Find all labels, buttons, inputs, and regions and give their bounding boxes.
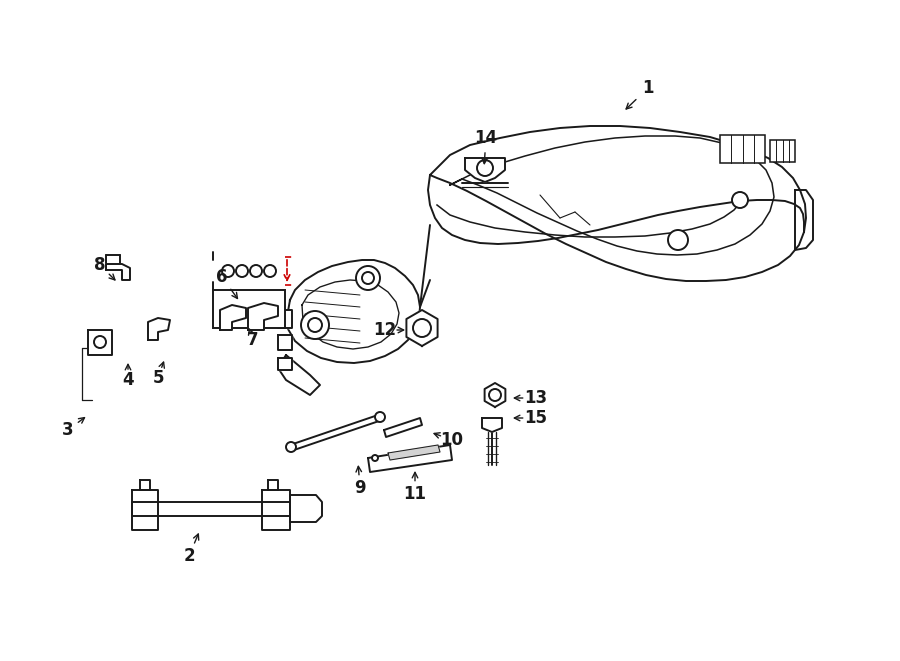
Text: 12: 12 [374, 321, 397, 339]
Text: 15: 15 [525, 409, 547, 427]
Polygon shape [430, 126, 806, 281]
Bar [720, 135, 765, 163]
Polygon shape [88, 330, 112, 355]
Polygon shape [290, 495, 322, 522]
Polygon shape [278, 358, 292, 370]
Polygon shape [290, 415, 382, 450]
Text: 4: 4 [122, 371, 134, 389]
Polygon shape [106, 264, 130, 280]
Text: 8: 8 [94, 256, 106, 274]
Text: 1: 1 [643, 79, 653, 97]
Circle shape [372, 455, 378, 461]
Text: 2: 2 [184, 547, 194, 565]
Circle shape [356, 266, 380, 290]
Circle shape [477, 160, 493, 176]
Circle shape [286, 442, 296, 452]
Polygon shape [220, 305, 246, 330]
Text: 6: 6 [216, 268, 228, 286]
Polygon shape [278, 335, 292, 350]
Text: 9: 9 [355, 479, 365, 497]
Polygon shape [484, 383, 506, 407]
Polygon shape [262, 490, 290, 530]
Polygon shape [368, 445, 452, 472]
Polygon shape [148, 318, 170, 340]
Text: 7: 7 [248, 331, 259, 349]
Polygon shape [132, 490, 158, 530]
Polygon shape [407, 310, 437, 346]
Polygon shape [248, 303, 278, 330]
Circle shape [732, 192, 748, 208]
Circle shape [301, 311, 329, 339]
Text: 11: 11 [403, 485, 427, 503]
Polygon shape [388, 445, 440, 460]
Polygon shape [278, 310, 292, 328]
Text: 13: 13 [525, 389, 547, 407]
Polygon shape [795, 190, 813, 250]
Text: 14: 14 [474, 129, 498, 147]
Polygon shape [278, 355, 320, 395]
Text: 3: 3 [62, 421, 74, 439]
Polygon shape [465, 158, 505, 182]
Text: 5: 5 [152, 369, 164, 387]
Bar [770, 140, 795, 162]
Polygon shape [140, 480, 150, 490]
Polygon shape [268, 480, 278, 490]
Bar [213, 290, 285, 328]
Polygon shape [482, 418, 502, 432]
Polygon shape [287, 260, 420, 363]
Circle shape [375, 412, 385, 422]
Polygon shape [132, 502, 290, 516]
Text: 10: 10 [440, 431, 464, 449]
Polygon shape [384, 418, 422, 437]
Circle shape [668, 230, 688, 250]
